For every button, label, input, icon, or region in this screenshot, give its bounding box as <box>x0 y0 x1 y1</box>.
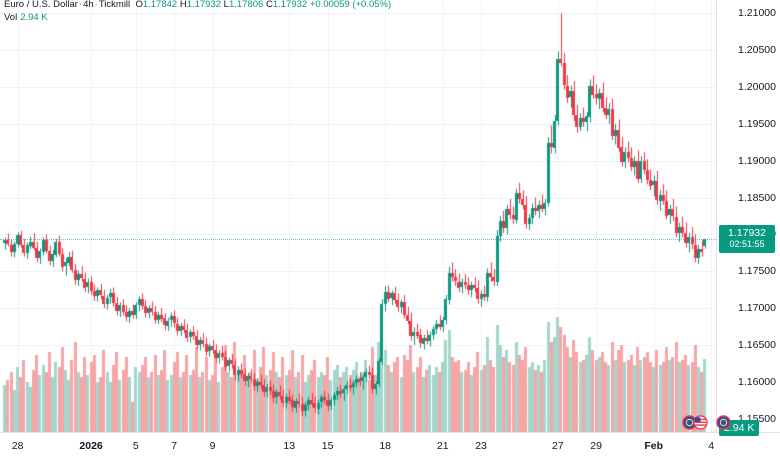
time-axis-divider <box>0 432 780 433</box>
ohlc-low-value: 1.17806 <box>228 0 264 10</box>
euro-flag-icon <box>682 415 697 430</box>
symbol-label[interactable]: Euro / U.S. Dollar <box>4 0 78 10</box>
exchange-label[interactable]: Tickmill <box>98 0 131 10</box>
current-price-line <box>0 239 716 241</box>
time-axis-label: 15 <box>321 440 334 452</box>
volume-label[interactable]: Vol <box>4 12 18 23</box>
legend-symbol-row: Euro / U.S. Dollar·4h·Tickmill O1.17842 … <box>4 0 391 10</box>
price-axis-label: 1.17000 <box>738 302 776 315</box>
euro-flag-icon-secondary <box>716 415 731 430</box>
candlestick-series[interactable] <box>0 0 716 432</box>
ohlc-low-label: L <box>223 0 229 10</box>
interval-label[interactable]: 4h <box>83 0 94 10</box>
ohlc-high-label: H <box>179 0 187 10</box>
time-axis-label: 29 <box>590 440 602 452</box>
time-axis-label: 4 <box>708 440 715 452</box>
change-percent: (+0.05%) <box>352 0 392 10</box>
price-axis-label: 1.20000 <box>738 80 776 93</box>
time-axis-label: Feb <box>644 440 663 452</box>
time-axis[interactable]: 28 2026 5 7 9 13 15 18 21 23 27 29 Feb 4 <box>0 432 780 470</box>
time-axis-label: 27 <box>551 440 564 452</box>
bar-countdown: 02:51:55 <box>729 239 765 250</box>
symbol-flags-pair[interactable] <box>682 415 708 430</box>
ohlc-high-value: 1.17932 <box>186 0 222 10</box>
symbol-flag-single[interactable] <box>716 415 731 430</box>
ohlc-open-value: 1.17842 <box>142 0 178 10</box>
price-axis-label: 1.19500 <box>738 117 776 130</box>
time-axis-label: 2026 <box>79 440 103 452</box>
chart-legend: Euro / U.S. Dollar·4h·Tickmill O1.17842 … <box>4 0 391 23</box>
price-axis-label: 1.21000 <box>738 7 776 20</box>
current-price-badge[interactable]: 1.17932 02:51:55 <box>719 225 775 254</box>
usd-flag-icon <box>693 415 708 430</box>
ohlc-close-label: C <box>265 0 273 10</box>
time-axis-label: 18 <box>379 440 391 452</box>
current-price-value: 1.17932 <box>728 227 766 240</box>
ohlc-open-label: O <box>135 0 143 10</box>
legend-separator-1: · <box>78 0 83 10</box>
price-axis-label: 1.16500 <box>738 339 776 351</box>
time-axis-label: 7 <box>171 440 178 452</box>
ohlc-close-value: 1.17932 <box>272 0 308 10</box>
legend-volume-row: Vol 2.94 K <box>4 12 391 23</box>
price-axis[interactable]: 1.21000 1.20500 1.20000 1.19500 1.19000 1.185… <box>716 0 780 432</box>
price-axis-label: 1.20500 <box>738 44 776 57</box>
change-absolute: +0.00059 <box>309 0 350 10</box>
price-axis-label: 1.18500 <box>738 191 776 204</box>
time-axis-label: 28 <box>11 440 24 452</box>
price-axis-label: 1.19000 <box>738 154 776 167</box>
time-axis-label: 13 <box>283 440 296 452</box>
time-axis-label: 21 <box>436 440 449 452</box>
volume-value: 2.94 K <box>20 12 48 23</box>
legend-separator-2: · <box>94 0 98 10</box>
time-axis-label: 23 <box>475 440 487 452</box>
time-axis-label: 9 <box>209 440 216 452</box>
price-axis-label: 1.16000 <box>738 375 776 388</box>
price-axis-divider <box>716 0 717 432</box>
price-axis-label: 1.17500 <box>738 265 776 278</box>
plot-area[interactable] <box>0 0 716 432</box>
time-axis-label: 5 <box>132 440 139 452</box>
